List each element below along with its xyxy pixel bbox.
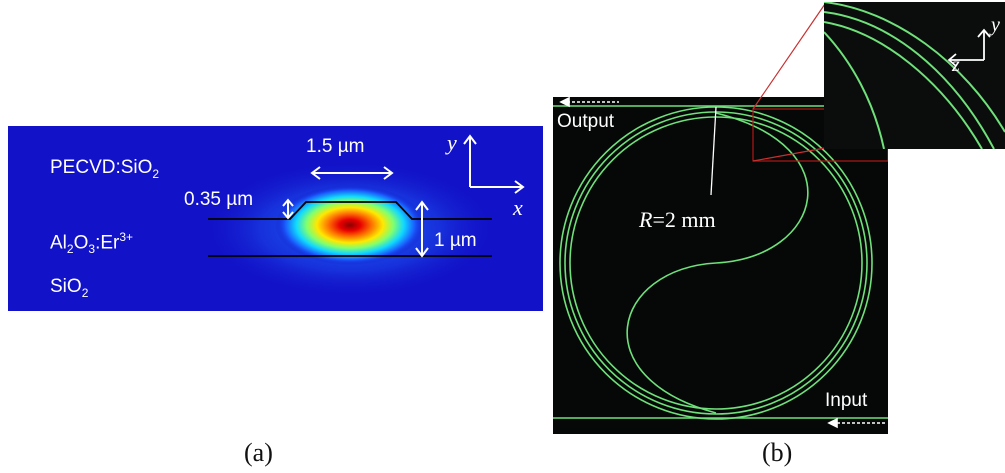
inset-axis-label-z: z bbox=[952, 54, 960, 76]
layer-label-sio2: SiO2 bbox=[50, 276, 89, 300]
layer-label-alumina: Al2O3:Er3+ bbox=[50, 230, 134, 257]
axis-label-x: x bbox=[513, 195, 523, 220]
inset-axes bbox=[947, 28, 991, 67]
height-label: 1 µm bbox=[434, 230, 477, 251]
zoom-inset: z y bbox=[824, 2, 1005, 149]
inset-ring-1 bbox=[824, 2, 1005, 133]
output-direction-arrow bbox=[559, 97, 619, 108]
width-label: 1.5 µm bbox=[306, 136, 365, 157]
inset-waveguide-drawing bbox=[824, 2, 1005, 149]
mode-profile-panel: PECVD:SiO2 Al2O3:Er3+ SiO2 1.5 µm 0.35 µ… bbox=[8, 126, 543, 311]
inset-ring-3 bbox=[824, 21, 983, 149]
inset-ring-2 bbox=[824, 11, 995, 149]
axis-label-y: y bbox=[447, 130, 457, 155]
inset-s-bend bbox=[824, 31, 885, 149]
radius-pointer-line bbox=[710, 106, 717, 196]
input-label: Input bbox=[825, 390, 868, 411]
waveguide-top-outline bbox=[208, 201, 492, 220]
radius-label: R=2 mm bbox=[639, 207, 716, 232]
output-label: Output bbox=[557, 111, 615, 132]
input-direction-arrow bbox=[827, 417, 885, 429]
mode-core bbox=[275, 185, 425, 265]
ring-resonator-micrograph: Output Input R=2 mm bbox=[553, 97, 888, 434]
mode-field-plot bbox=[8, 126, 543, 311]
zoom-region-box bbox=[752, 108, 888, 162]
step-label: 0.35 µm bbox=[184, 189, 254, 210]
caption-a: (a) bbox=[244, 438, 273, 467]
layer-label-pecvd: PECVD:SiO2 bbox=[50, 157, 160, 181]
caption-b: (b) bbox=[762, 438, 793, 467]
inset-axis-label-y: y bbox=[991, 14, 1000, 36]
